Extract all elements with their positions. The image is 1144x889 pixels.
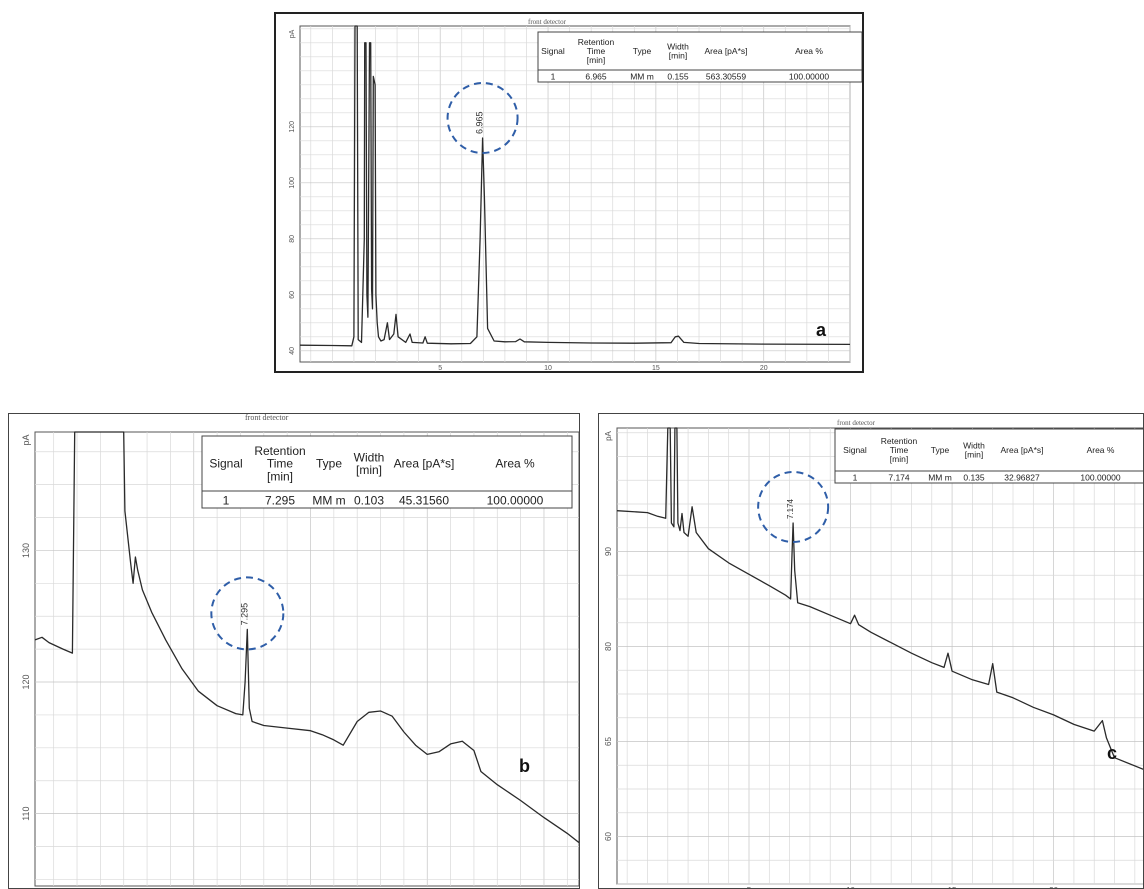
y-tick-label: 80 [289,235,296,243]
table-header-text: Type [931,445,950,455]
y-tick-label: 80 [604,642,613,651]
y-axis-unit-label: pA [289,29,296,38]
table-header-text: Area [pA*s] [1001,445,1044,455]
table-header-text: Area % [1087,445,1115,455]
y-tick-label: 40 [289,347,296,355]
table-header-text: [min] [965,449,983,459]
table-header-text: [min] [267,469,293,483]
table-header-text: [min] [890,454,908,464]
table-header-text: [min] [669,50,687,60]
detector-label: front detector [528,18,567,26]
y-tick-label: 120 [289,121,296,133]
table-cell: 100.00000 [1080,472,1120,482]
table-header-text: [min] [356,463,382,477]
table-cell: 0.135 [963,472,985,482]
table-cell: 1 [551,71,556,81]
table-cell: 7.295 [265,493,295,507]
x-tick-label: 10 [544,365,552,371]
y-tick-label: 100 [289,177,296,189]
x-tick-label: 20 [1049,886,1058,889]
x-tick-label: 5 [438,365,442,371]
panel-letter: b [519,756,530,776]
peak-highlight-circle [757,471,830,543]
peak-retention-label: 7.295 [239,603,249,626]
table-cell: 1 [853,472,858,482]
table-cell: 45.31560 [399,493,449,507]
table-cell: 7.174 [888,472,910,482]
table-header-text: Type [316,457,342,471]
chromatogram-panel-c: 5 10 15 20 60 65 80 90 pA 7.174 front detector Sign… [598,413,1144,889]
y-tick-label: 90 [604,547,613,556]
table-cell: 32.96827 [1004,472,1040,482]
plot-area [616,427,1143,885]
table-cell: 1 [223,493,230,507]
panel-letter: a [816,320,827,340]
table-cell: 563.30559 [706,71,746,81]
table-cell: MM m [928,472,952,482]
table-header-text: Time [890,445,909,455]
table-header-text: Time [267,457,294,471]
results-table-border [834,428,1143,484]
peak-retention-label: 6.965 [475,111,485,134]
chromatogram-trace [616,427,1143,770]
grid-lines [300,26,851,362]
table-header-text: Area [pA*s] [394,457,455,471]
table-header-text: Width [354,450,385,464]
chromatogram-trace [299,25,851,347]
peak-highlight-circle [446,82,519,154]
table-cell: 6.965 [585,71,607,81]
table-header-text: [min] [587,55,605,65]
x-tick-label: 20 [760,365,768,371]
table-header-text: Area % [495,457,535,471]
table-header-text: Area [pA*s] [705,46,748,56]
table-header-text: Width [963,441,985,451]
results-table-border [537,31,862,83]
table-header-text: Area % [795,46,823,56]
detector-label: front detector [837,419,876,427]
table-header-text: Signal [541,46,565,56]
results-table-border [201,435,573,509]
chromatogram-c-svg: 5 10 15 20 60 65 80 90 pA 7.174 front detector Sign… [604,419,1143,889]
y-axis-unit-label: pA [604,430,613,440]
table-cell: 0.103 [354,493,384,507]
chromatogram-trace [34,431,579,844]
table-cell: MM m [630,71,654,81]
table-header-text: Retention [881,436,918,446]
x-tick-label: 10 [846,886,855,889]
y-tick-label: 65 [604,737,613,746]
y-tick-label: 60 [604,832,613,841]
table-header-text: Width [667,42,689,52]
y-tick-label: 60 [289,291,296,299]
x-tick-label: 5 [747,886,752,889]
table-header-text: Retention [578,37,615,47]
table-cell: 100.00000 [487,493,544,507]
table-header-text: Time [587,46,606,56]
y-axis-unit-label: pA [21,434,31,445]
y-tick-label: 120 [21,675,31,690]
table-cell: MM m [312,493,345,507]
x-tick-label: 15 [948,886,957,889]
x-tick-label: 15 [652,365,660,371]
table-header-text: Type [633,46,652,56]
chromatogram-panel-a: 5 10 15 20 40 60 80 100 120 pA 6.965 front detector… [274,12,864,373]
table-cell: 100.00000 [789,71,829,81]
y-tick-label: 130 [21,543,31,558]
peak-retention-label: 7.174 [786,498,795,519]
table-header-text: Signal [843,445,867,455]
panel-letter: c [1107,743,1117,763]
table-header-text: Signal [209,457,242,471]
y-tick-label: 110 [21,806,31,820]
chromatogram-a-svg: 5 10 15 20 40 60 80 100 120 pA 6.965 front detector… [289,18,862,371]
detector-label: front detector [245,414,289,422]
table-cell: 0.155 [667,71,689,81]
table-header-text: Retention [254,444,305,458]
